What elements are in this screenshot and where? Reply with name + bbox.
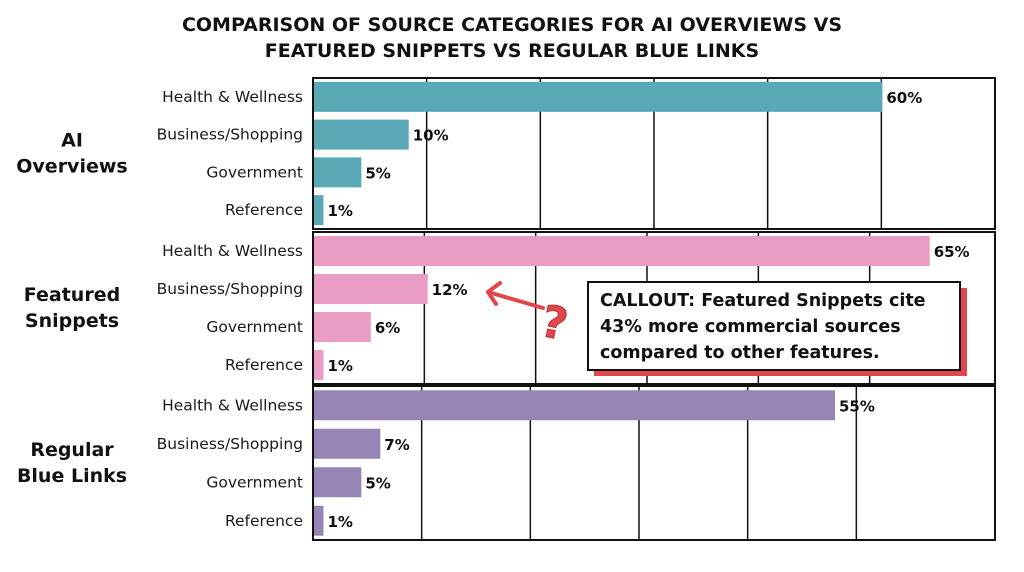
bar-ai-overviews-business-shopping xyxy=(314,119,409,150)
bar-regular-blue-links-government xyxy=(314,467,362,498)
bar-regular-blue-links-health-wellness xyxy=(314,390,835,421)
value-label: 1% xyxy=(327,513,352,531)
category-label-business-shopping: Business/Shopping xyxy=(157,280,303,298)
category-label-health-wellness: Health & Wellness xyxy=(162,242,303,260)
plot-area: AI Overviews Health & Wellness 60% Business/… xyxy=(16,77,996,541)
category-label-government: Government xyxy=(206,318,303,336)
value-label: 10% xyxy=(413,127,449,145)
panel-frame-regular-blue-links xyxy=(312,385,996,541)
callout-text-line-2: 43% more commercial sources xyxy=(600,317,901,337)
group-label-featured-snippets: Snippets xyxy=(25,310,119,332)
group-label-ai-overviews: AI xyxy=(61,130,83,152)
category-label-government: Government xyxy=(206,473,303,491)
value-label: 1% xyxy=(327,357,352,375)
panel-frame-ai-overviews xyxy=(312,77,996,230)
value-label: 12% xyxy=(432,281,468,299)
value-label: 7% xyxy=(384,436,409,454)
category-label-reference: Reference xyxy=(225,512,303,530)
bar-featured-snippets-reference xyxy=(314,350,324,380)
category-label-business-shopping: Business/Shopping xyxy=(157,126,303,144)
category-label-business-shopping: Business/Shopping xyxy=(157,435,303,453)
group-label-featured-snippets: Featured xyxy=(24,284,120,306)
callout: ? CALLOUT: Featured Snippets cite 43% mo… xyxy=(486,281,967,376)
panel-frame-featured-snippets xyxy=(312,231,996,385)
chart-title-line-2: FEATURED SNIPPETS VS REGULAR BLUE LINKS xyxy=(265,40,759,62)
group-label-regular-blue-links: Blue Links xyxy=(17,465,127,487)
category-label-health-wellness: Health & Wellness xyxy=(162,88,303,106)
arrow-icon xyxy=(486,281,545,310)
bar-regular-blue-links-business-shopping xyxy=(314,428,381,459)
group-label-ai-overviews: Overviews xyxy=(16,156,127,178)
bar-regular-blue-links-reference xyxy=(314,505,324,536)
category-label-government: Government xyxy=(206,163,303,181)
value-label: 5% xyxy=(365,474,390,492)
value-label: 60% xyxy=(886,89,922,107)
value-label: 5% xyxy=(365,164,390,182)
category-label-reference: Reference xyxy=(225,356,303,374)
value-label: 65% xyxy=(934,243,970,261)
question-mark-icon: ? xyxy=(536,296,572,351)
value-label: 1% xyxy=(327,202,352,220)
chart-title-line-1: COMPARISON OF SOURCE CATEGORIES FOR AI O… xyxy=(182,14,842,36)
category-label-reference: Reference xyxy=(225,201,303,219)
bar-ai-overviews-reference xyxy=(314,195,324,226)
bar-featured-snippets-business-shopping xyxy=(314,274,428,304)
callout-text-line-1: CALLOUT: Featured Snippets cite xyxy=(600,291,926,311)
category-label-health-wellness: Health & Wellness xyxy=(162,396,303,414)
value-label: 6% xyxy=(375,319,400,337)
bar-featured-snippets-government xyxy=(314,312,371,342)
bar-ai-overviews-government xyxy=(314,157,362,188)
value-label: 55% xyxy=(839,397,875,415)
bar-ai-overviews-health-wellness xyxy=(314,81,883,112)
callout-box xyxy=(587,281,961,371)
bar-featured-snippets-health-wellness xyxy=(314,236,930,266)
group-label-regular-blue-links: Regular xyxy=(30,439,114,461)
callout-text-line-3: compared to other features. xyxy=(600,343,880,363)
